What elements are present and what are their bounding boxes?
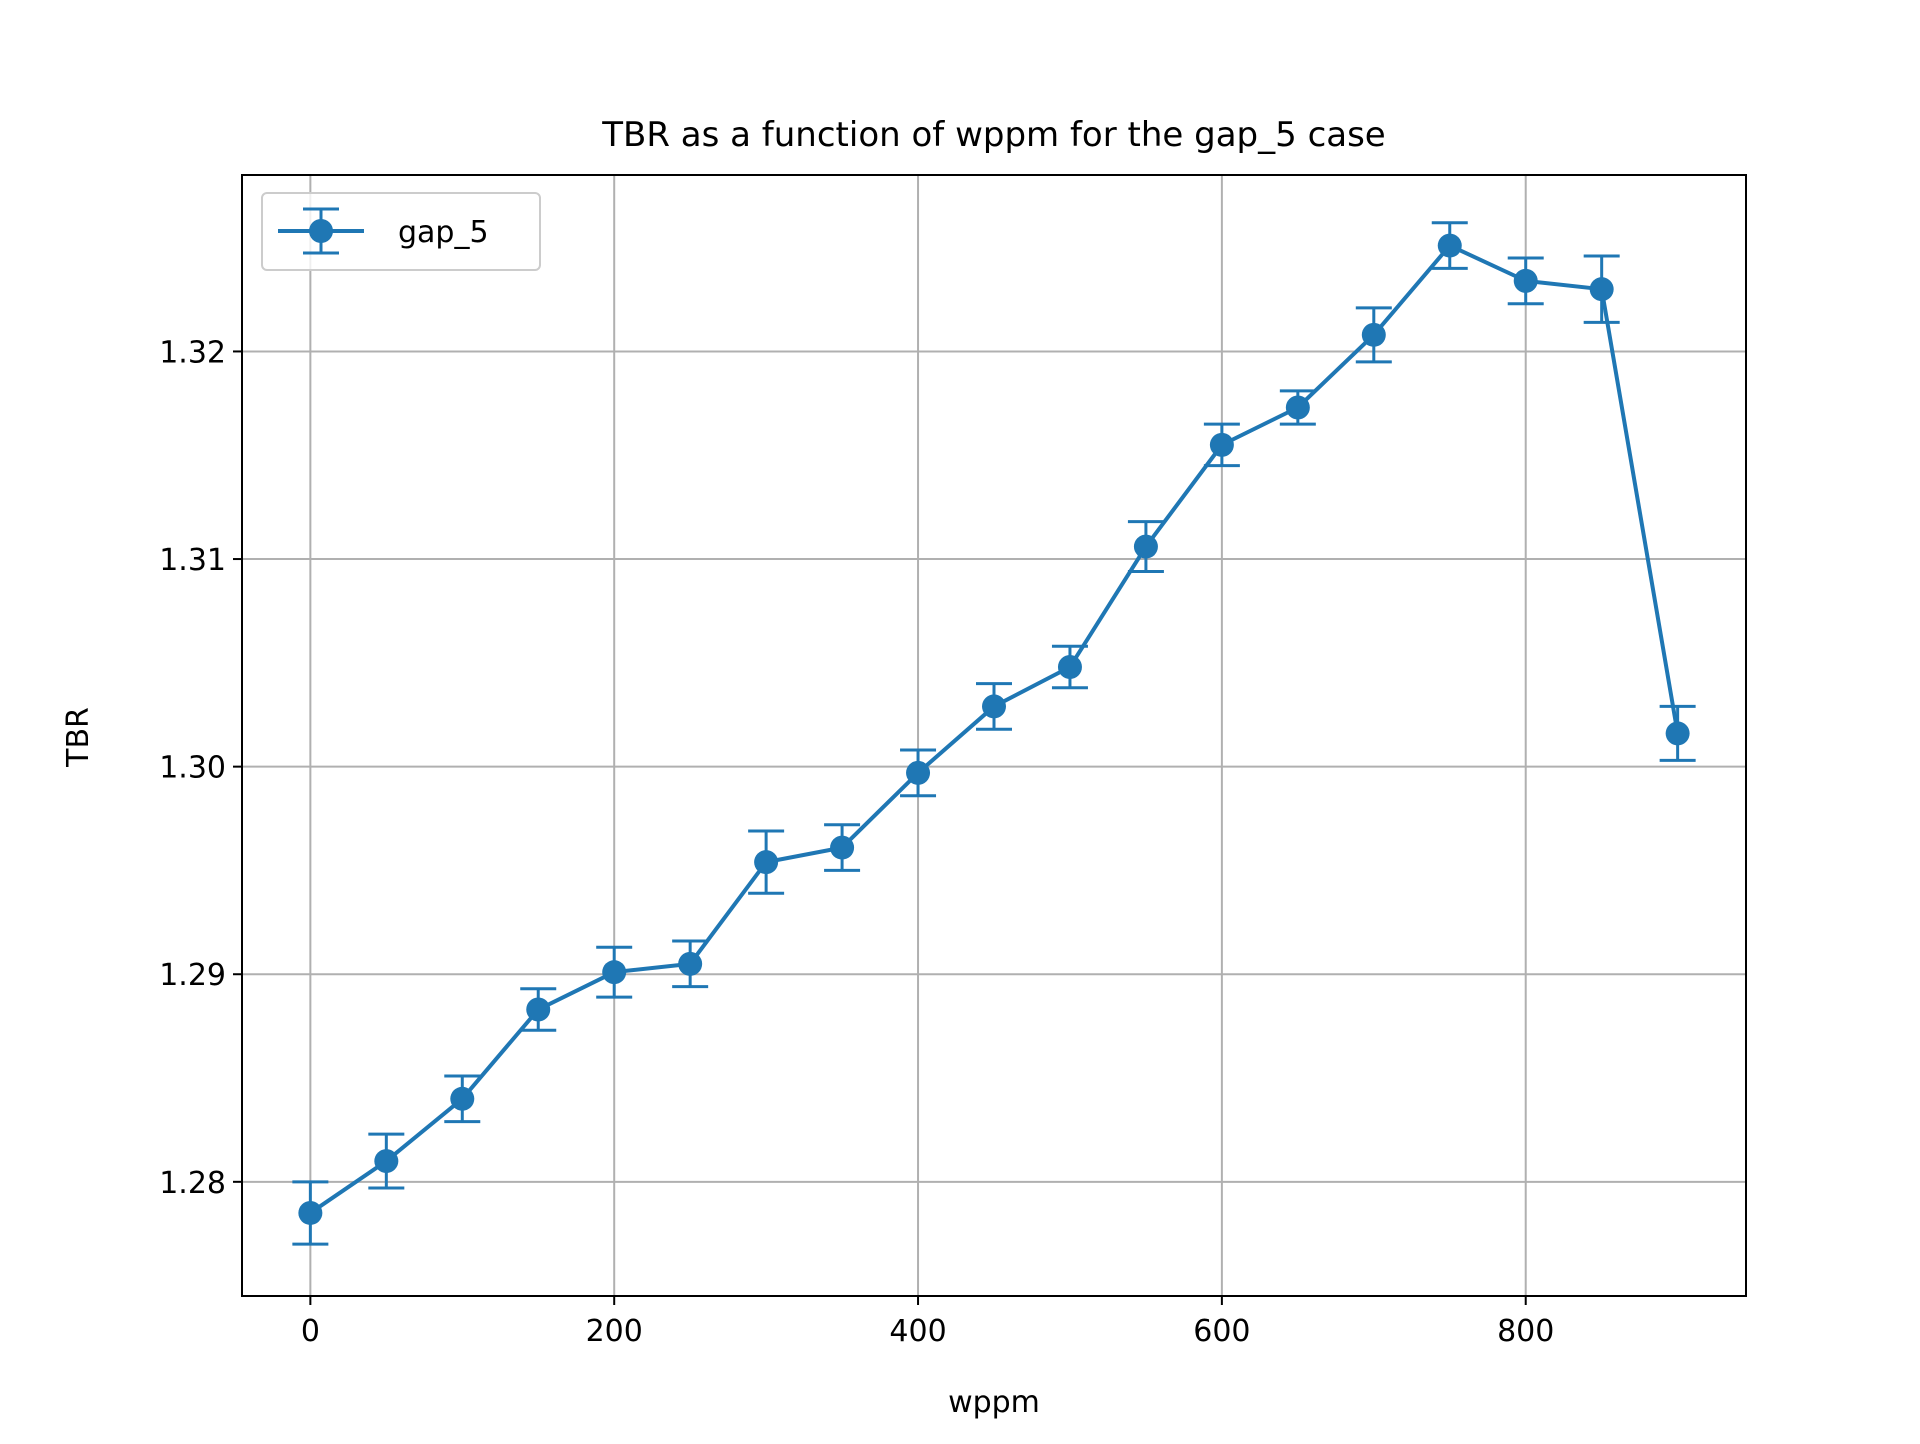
data-point bbox=[1437, 233, 1462, 258]
x-tick-label: 400 bbox=[889, 1314, 946, 1349]
data-point bbox=[374, 1149, 399, 1174]
y-tick-label: 1.30 bbox=[159, 751, 226, 786]
data-point bbox=[1057, 654, 1082, 679]
series-layer bbox=[292, 221, 1696, 1246]
tick-layer: 0 200 400 600 800 1.28 1.29 1.30 1.31 1.32 bbox=[159, 335, 1554, 1349]
data-point bbox=[526, 997, 551, 1022]
x-axis-label: wppm bbox=[948, 1385, 1040, 1420]
legend-box bbox=[261, 192, 541, 271]
x-tick-label: 600 bbox=[1193, 1314, 1250, 1349]
legend-marker bbox=[309, 219, 333, 243]
data-point bbox=[906, 760, 931, 785]
grid-layer bbox=[242, 175, 1746, 1296]
x-tick-label: 800 bbox=[1497, 1314, 1554, 1349]
y-tick-label: 1.29 bbox=[159, 958, 226, 993]
data-point bbox=[754, 850, 779, 875]
data-point bbox=[1285, 395, 1310, 420]
data-point bbox=[678, 951, 703, 976]
x-tick-label: 0 bbox=[301, 1314, 320, 1349]
data-point bbox=[602, 960, 627, 985]
plot-frame bbox=[241, 174, 1747, 1297]
legend-label: gap_5 bbox=[398, 215, 489, 250]
data-point bbox=[1513, 268, 1538, 293]
data-point bbox=[1361, 322, 1386, 347]
data-point bbox=[982, 694, 1006, 719]
x-tick-label: 200 bbox=[586, 1314, 643, 1349]
data-point bbox=[1665, 721, 1690, 746]
y-tick-label: 1.32 bbox=[159, 335, 226, 370]
data-point bbox=[1589, 277, 1614, 302]
y-tick-label: 1.31 bbox=[159, 543, 226, 578]
data-point bbox=[830, 835, 855, 860]
data-point bbox=[1209, 432, 1234, 457]
legend: gap_5 bbox=[261, 192, 541, 271]
y-axis-label: TBR bbox=[61, 707, 96, 768]
data-point bbox=[450, 1086, 475, 1111]
y-tick-label: 1.28 bbox=[159, 1166, 226, 1201]
chart-title: TBR as a function of wppm for the gap_5 … bbox=[601, 115, 1385, 155]
data-point bbox=[1133, 534, 1158, 559]
data-point bbox=[298, 1200, 323, 1225]
